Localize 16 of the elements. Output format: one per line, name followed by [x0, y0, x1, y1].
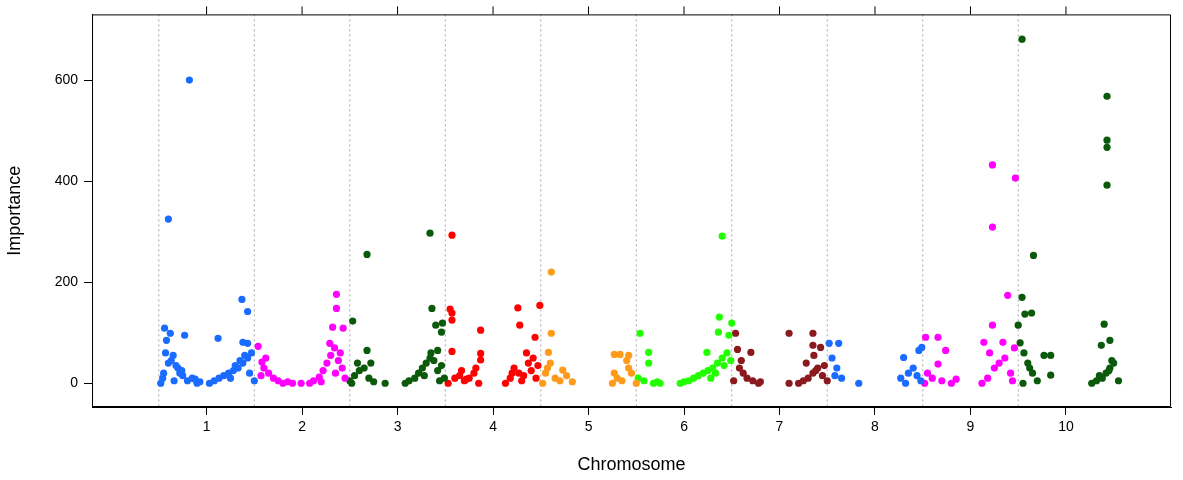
y-axis-title: Importance — [3, 165, 24, 256]
y-tick-label: 400 — [54, 172, 79, 188]
x-axis-title: Chromosome — [577, 454, 686, 475]
x-tick-label: 7 — [775, 418, 784, 435]
x-tick-label: 1 — [202, 418, 211, 435]
y-tick-label: 600 — [54, 70, 79, 87]
x-tick-label: 4 — [489, 418, 498, 435]
y-tick-label: 0 — [70, 374, 79, 391]
x-tick-label: 6 — [680, 418, 689, 435]
x-tick-label: 3 — [393, 418, 402, 435]
x-tick-label: 2 — [298, 418, 307, 435]
x-tick-label: 8 — [871, 418, 880, 435]
y-tick-label: 200 — [54, 273, 79, 290]
x-tick-label: 5 — [584, 418, 593, 435]
x-tick-label: 9 — [966, 418, 975, 435]
x-tick-label: 10 — [1058, 418, 1074, 435]
